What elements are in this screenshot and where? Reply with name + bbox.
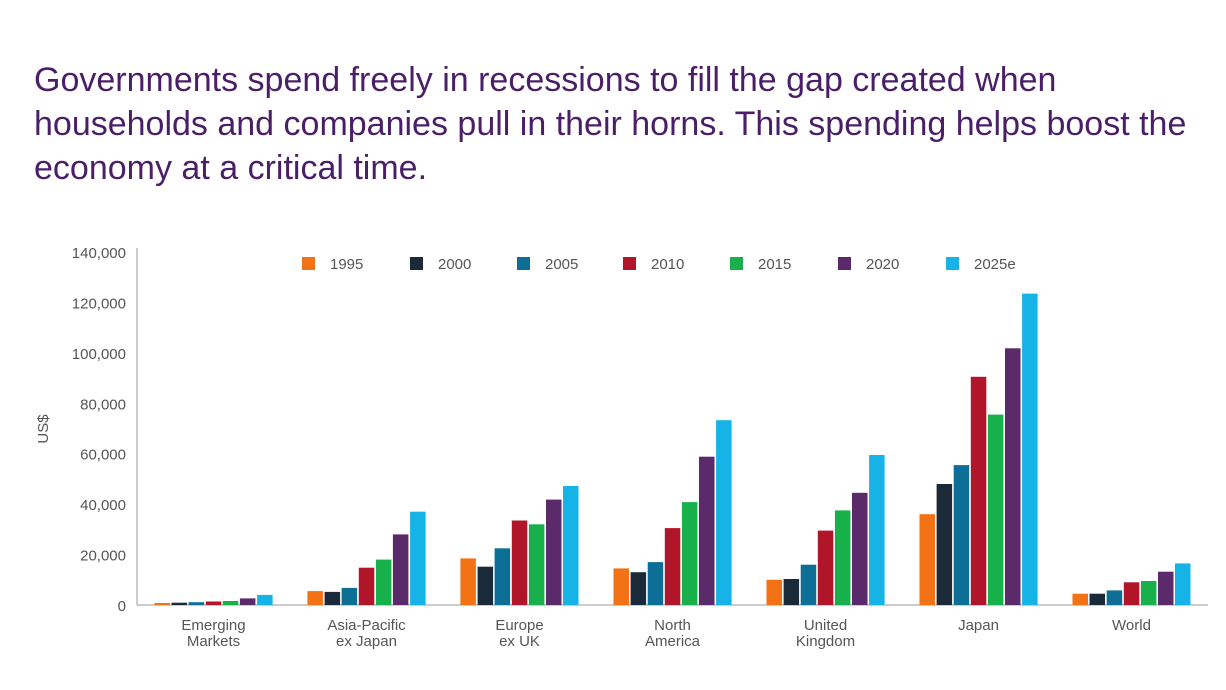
x-tick-label: ex UK (499, 633, 540, 650)
legend-label: 1995 (330, 256, 363, 273)
bar (222, 601, 239, 605)
legend-label: 2015 (758, 256, 791, 273)
bar (392, 534, 409, 605)
bar (205, 601, 222, 605)
x-tick-label: Emerging (181, 617, 245, 634)
bar (766, 579, 782, 605)
bar (987, 414, 1004, 605)
bar (410, 511, 426, 605)
bar (1005, 348, 1021, 605)
bar (257, 594, 273, 605)
legend: 1995 2000 2005 2010 2015 2020 2025e (302, 256, 1016, 273)
y-tick-label: 0 (118, 598, 126, 615)
bar (1022, 293, 1038, 605)
legend-label: 2020 (866, 256, 899, 273)
y-tick-label: 140,000 (72, 245, 126, 262)
bar (1123, 582, 1140, 605)
bar (563, 486, 579, 605)
x-tick-label: Markets (187, 633, 240, 650)
bar (494, 548, 511, 605)
legend-label: 2005 (545, 256, 578, 273)
y-tick-label: 80,000 (80, 396, 126, 413)
x-tick-label: America (645, 633, 701, 650)
y-tick-label: 120,000 (72, 295, 126, 312)
y-tick-label: 100,000 (72, 346, 126, 363)
bar (613, 568, 629, 605)
y-tick-label: 60,000 (80, 447, 126, 464)
legend-swatch (410, 257, 423, 270)
x-tick-label: Europe (495, 617, 543, 634)
legend-swatch (623, 257, 636, 270)
y-axis-label: US$ (35, 414, 52, 444)
legend-label: 2025e (974, 256, 1016, 273)
legend-swatch (730, 257, 743, 270)
bars-layer (154, 293, 1191, 605)
bar (188, 602, 205, 605)
y-tick-label: 20,000 (80, 548, 126, 565)
bar (324, 591, 341, 605)
bar (716, 420, 732, 605)
bar (852, 492, 868, 605)
bar (681, 502, 698, 605)
bar (630, 572, 647, 605)
x-tick-label: World (1112, 617, 1151, 634)
x-tick-label: Japan (958, 617, 999, 634)
legend-swatch (838, 257, 851, 270)
bar (699, 456, 715, 605)
legend-swatch (517, 257, 530, 270)
bar (800, 564, 817, 605)
bar (154, 603, 170, 605)
x-tick-label: Kingdom (796, 633, 855, 650)
bar (970, 376, 987, 605)
bar (1140, 581, 1157, 605)
x-tick-label: ex Japan (336, 633, 397, 650)
bar (936, 484, 953, 605)
x-tick-label: North (654, 617, 691, 634)
legend-label: 2010 (651, 256, 684, 273)
x-tick-label: Asia-Pacific (327, 617, 406, 634)
bar (953, 465, 970, 605)
bar (511, 520, 528, 605)
bar (171, 602, 187, 605)
bar (1158, 571, 1174, 605)
bar (1089, 593, 1105, 605)
bar (358, 567, 375, 605)
bar (869, 455, 885, 605)
bar (919, 514, 935, 605)
bar (647, 562, 664, 605)
bar (460, 558, 476, 605)
legend-swatch (946, 257, 959, 270)
bar (1072, 593, 1088, 605)
legend-label: 2000 (438, 256, 471, 273)
bar (341, 587, 358, 605)
x-tick-label: United (804, 617, 847, 634)
bar (239, 598, 256, 605)
bar (1106, 590, 1123, 605)
bar (477, 566, 494, 605)
legend-swatch (302, 257, 315, 270)
y-tick-label: 40,000 (80, 497, 126, 514)
bar (664, 528, 681, 605)
bar (834, 510, 851, 605)
bar (1175, 563, 1191, 605)
bar (528, 524, 545, 605)
headline: Governments spend freely in recessions t… (34, 61, 1187, 187)
bar (546, 499, 562, 605)
bar (307, 591, 323, 605)
bar (375, 559, 392, 605)
bar (817, 530, 834, 605)
bar (783, 579, 800, 605)
